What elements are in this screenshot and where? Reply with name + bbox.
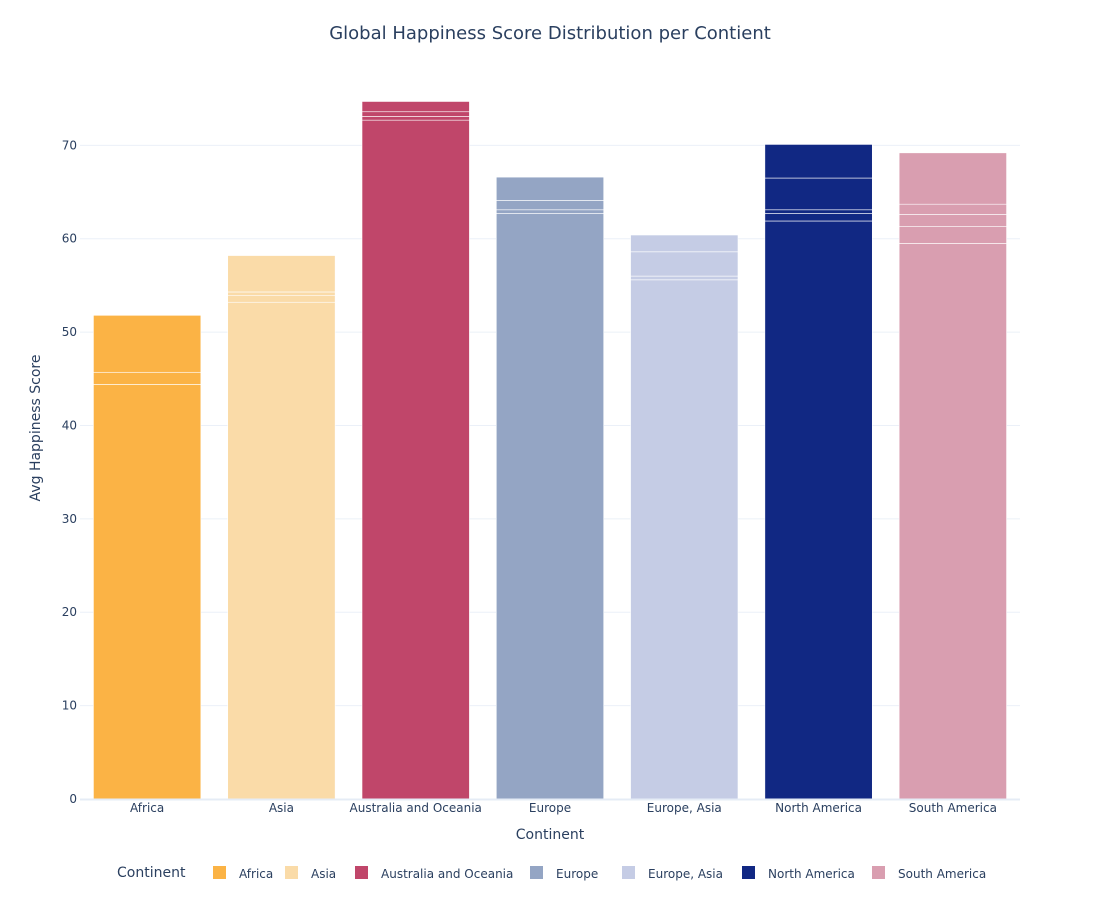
bar-segment[interactable]: [764, 220, 873, 800]
bar-stack[interactable]: [93, 315, 202, 800]
bar-stack[interactable]: [227, 255, 336, 800]
y-tick-label: 10: [62, 699, 77, 713]
bar-segment[interactable]: [361, 111, 470, 117]
bar-segment[interactable]: [227, 291, 336, 297]
legend-swatch[interactable]: [213, 866, 226, 879]
bar-stack[interactable]: [764, 144, 873, 800]
legend-swatch[interactable]: [530, 866, 543, 879]
legend-swatch[interactable]: [742, 866, 755, 879]
x-tick-label: Africa: [130, 801, 164, 815]
y-tick-label: 60: [62, 232, 77, 246]
bar-segment[interactable]: [361, 101, 470, 113]
y-tick-label: 70: [62, 138, 77, 152]
bar-segment[interactable]: [630, 251, 739, 277]
legend-item[interactable]: Australia and Oceania: [355, 866, 513, 881]
bar-segment[interactable]: [898, 152, 1007, 205]
y-axis: 0 10 20 30 40 50 60 70: [62, 138, 77, 806]
bar-stack[interactable]: [630, 234, 739, 800]
legend-item[interactable]: South America: [872, 866, 986, 881]
legend-title: Continent: [117, 865, 186, 881]
bar-segment[interactable]: [898, 226, 1007, 244]
y-axis-label: Avg Happiness Score: [28, 355, 44, 502]
y-tick-label: 20: [62, 605, 77, 619]
bars: [93, 101, 1007, 800]
legend-item[interactable]: Europe: [530, 866, 598, 881]
bar-segment[interactable]: [495, 200, 605, 211]
y-tick-label: 0: [69, 792, 77, 806]
legend-label[interactable]: Europe, Asia: [648, 867, 723, 881]
x-tick-label: Europe: [529, 801, 571, 815]
bar-segment[interactable]: [227, 255, 336, 293]
y-tick-label: 30: [62, 512, 77, 526]
y-tick-label: 50: [62, 325, 77, 339]
bar-segment[interactable]: [495, 176, 605, 201]
legend-swatch[interactable]: [622, 866, 635, 879]
bar-segment[interactable]: [361, 119, 470, 800]
x-tick-label: Australia and Oceania: [350, 801, 482, 815]
bar-segment[interactable]: [898, 214, 1007, 227]
bar-segment[interactable]: [495, 209, 605, 214]
bar-segment[interactable]: [93, 384, 202, 800]
x-axis-label: Continent: [516, 827, 585, 843]
legend-item[interactable]: Africa: [213, 866, 273, 881]
bar-segment[interactable]: [93, 315, 202, 373]
bar-segment[interactable]: [227, 295, 336, 303]
chart-title: Global Happiness Score Distribution per …: [329, 23, 771, 44]
bar-segment[interactable]: [630, 279, 739, 800]
bar-segment[interactable]: [764, 177, 873, 211]
bar-segment[interactable]: [630, 275, 739, 281]
legend-label[interactable]: South America: [898, 867, 986, 881]
bar-segment[interactable]: [361, 116, 470, 121]
legend-label[interactable]: North America: [768, 867, 855, 881]
bar-stack[interactable]: [898, 152, 1007, 800]
legend-label[interactable]: Europe: [556, 867, 598, 881]
bar-segment[interactable]: [93, 371, 202, 385]
legend-label[interactable]: Asia: [311, 867, 336, 881]
bar-segment[interactable]: [764, 144, 873, 179]
bar-segment[interactable]: [764, 213, 873, 222]
legend-item[interactable]: Europe, Asia: [622, 866, 723, 881]
bar-segment[interactable]: [764, 209, 873, 214]
legend-label[interactable]: Australia and Oceania: [381, 867, 513, 881]
bar-segment[interactable]: [898, 203, 1007, 215]
legend-swatch[interactable]: [872, 866, 885, 879]
y-tick-label: 40: [62, 418, 77, 432]
bar-segment[interactable]: [898, 243, 1007, 800]
bar-stack[interactable]: [361, 101, 470, 800]
legend-label[interactable]: Africa: [239, 867, 273, 881]
x-tick-label: Asia: [269, 801, 294, 815]
bar-segment[interactable]: [495, 213, 605, 800]
bar-segment[interactable]: [227, 301, 336, 800]
legend-swatch[interactable]: [355, 866, 368, 879]
x-tick-label: North America: [775, 801, 862, 815]
legend-item[interactable]: North America: [742, 866, 855, 881]
legend-swatch[interactable]: [285, 866, 298, 879]
legend-item[interactable]: Asia: [285, 866, 336, 881]
x-axis: Africa Asia Australia and Oceania Europe Eur…: [80, 798, 1020, 815]
legend[interactable]: Continent Africa Asia Australia and Oceani…: [117, 865, 986, 881]
x-tick-label: South America: [909, 801, 997, 815]
x-tick-label: Europe, Asia: [647, 801, 722, 815]
bar-segment[interactable]: [630, 234, 739, 253]
bar-stack[interactable]: [495, 176, 605, 800]
